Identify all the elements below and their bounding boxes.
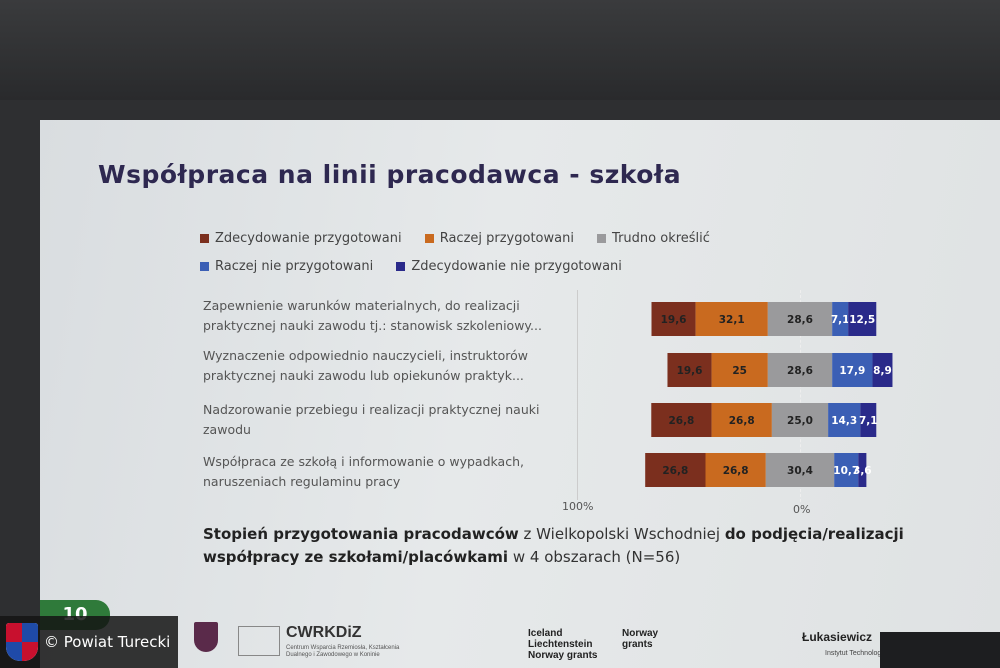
caption-bold: Stopień przygotowania pracodawców — [203, 525, 519, 543]
data-label: 28,6 — [787, 365, 813, 377]
grants-line: Liechtenstein — [528, 639, 593, 650]
bar-segment — [834, 453, 859, 487]
data-label: 26,8 — [723, 465, 749, 477]
shield-quarter — [22, 623, 38, 642]
legend-swatch — [396, 262, 406, 271]
bar-segment — [651, 302, 696, 336]
caption-bold: do podjęcia/realizacji współpracy ze szk… — [203, 525, 904, 566]
legend-label: Raczej przygotowani — [439, 231, 574, 246]
grants-line: Norway — [622, 628, 659, 639]
legend-swatch — [200, 262, 209, 271]
grants-line: Norway grants — [528, 650, 598, 661]
bar-segment — [832, 302, 849, 336]
legend-item: Zdecydowanie nie przygotowani — [396, 259, 622, 274]
data-label: 12,5 — [849, 314, 875, 326]
coat-of-arms-icon — [6, 623, 38, 661]
wall-background — [0, 0, 1000, 100]
bar-segment — [848, 302, 877, 336]
shield-quarter — [22, 642, 38, 661]
bar-segment — [872, 353, 893, 387]
chart-caption: Stopień przygotowania pracodawców z Wiel… — [203, 523, 983, 569]
bar-segment — [667, 353, 712, 387]
bar-segment — [828, 403, 861, 437]
bar-segment — [832, 353, 873, 387]
org-name: CWRKDiZ — [286, 624, 362, 641]
bar-segment — [645, 453, 706, 487]
category-label: Wyznaczenie odpowiednio nauczycieli, ins… — [203, 348, 529, 383]
bar-segment — [651, 403, 712, 437]
projection-screen: Współpraca na linii pracodawca - szkoła … — [40, 120, 1000, 668]
legend-label: Zdecydowanie nie przygotowani — [411, 259, 622, 274]
shield-quarter — [6, 642, 22, 661]
slide-title: Współpraca na linii pracodawca - szkoła — [98, 160, 682, 189]
grants-logo: Iceland Liechtenstein Norway grants — [528, 628, 597, 661]
data-label: 19,6 — [677, 365, 703, 377]
bar-segment — [705, 453, 766, 487]
data-label: 26,8 — [662, 465, 688, 477]
partner-subtitle: Instytut Technologii — [825, 650, 885, 657]
bar-segment — [858, 453, 867, 487]
bar-segment — [711, 403, 772, 437]
org-subtitle: Centrum Wsparcia Rzemiosła, Kształcenia … — [286, 645, 400, 658]
category-label: Nadzorowanie przebiegu i realizacji prak… — [203, 402, 540, 437]
bar-segment — [695, 302, 768, 336]
data-label: 26,8 — [668, 415, 694, 427]
bar-segment — [765, 453, 835, 487]
bar-segment — [711, 353, 768, 387]
caption-text: z Wielkopolski Wschodniej — [518, 525, 725, 543]
legend-swatch — [597, 234, 607, 243]
bar-chart: 19,6 32,1 28,6 7,1 12,519,6 25 28,6 17,9 8,926,8… — [645, 302, 893, 487]
caption-text: w 4 obszarach (N=56) — [508, 548, 681, 566]
legend-label: Trudno określić — [612, 231, 710, 246]
data-label: 32,1 — [719, 314, 745, 326]
legend-item: Zdecydowanie przygotowani — [200, 231, 402, 246]
lightbulb-icon — [238, 626, 280, 656]
legend-label: Zdecydowanie przygotowani — [215, 231, 402, 246]
category-label: Współpraca ze szkołą i informowanie o wy… — [203, 454, 524, 489]
data-label: 8,9 — [873, 365, 892, 377]
legend-item: Trudno określić — [597, 231, 710, 246]
bar-segment — [771, 403, 829, 437]
dark-object — [880, 632, 1000, 668]
legend-swatch — [200, 234, 209, 243]
data-label: 26,8 — [729, 415, 755, 427]
data-label: 30,4 — [787, 465, 813, 477]
data-label: 10,7 — [833, 465, 859, 477]
data-label: 3,6 — [853, 465, 872, 477]
legend-item: Raczej przygotowani — [424, 231, 574, 246]
data-label: 14,3 — [831, 415, 857, 427]
data-label: 19,6 — [661, 314, 687, 326]
legend-label: Raczej nie przygotowani — [215, 259, 374, 274]
chart-legend: Zdecydowanie przygotowani Raczej przygot… — [200, 228, 920, 284]
category-label: Zapewnienie warunków materialnych, do re… — [203, 298, 542, 333]
partner-logo: Łukasiewicz — [802, 630, 873, 644]
chart-axis-line — [577, 290, 578, 500]
norway-grants-logo: Norway grants — [622, 628, 658, 650]
bar-segment — [767, 353, 833, 387]
grants-line: Iceland — [528, 628, 563, 639]
data-label: 17,9 — [839, 365, 865, 377]
data-label: 25,0 — [787, 415, 813, 427]
zero-line — [800, 290, 802, 502]
footer-logos: CWRKDiZ Centrum Wsparcia Rzemiosła, Kszt… — [190, 618, 1000, 668]
watermark-text: © Powiat Turecki — [44, 633, 171, 651]
crest-logo — [194, 622, 218, 652]
legend-item: Raczej nie przygotowani — [200, 259, 373, 274]
data-label: 25 — [732, 365, 747, 377]
x-tick-label: 100% — [562, 500, 594, 513]
legend-swatch — [424, 234, 434, 243]
shield-quarter — [6, 623, 22, 642]
watermark: © Powiat Turecki — [0, 616, 178, 668]
x-tick-label: 0% — [793, 503, 811, 516]
grants-line: grants — [622, 639, 653, 650]
bar-segment — [767, 302, 833, 336]
data-label: 7,1 — [831, 314, 850, 326]
data-label: 7,1 — [859, 415, 878, 427]
data-label: 28,6 — [787, 314, 813, 326]
bar-segment — [860, 403, 877, 437]
